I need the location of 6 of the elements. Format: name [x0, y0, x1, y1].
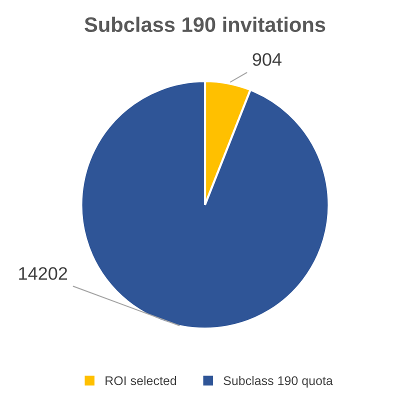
- data-label: 904: [252, 53, 282, 66]
- chart-title: Subclass 190 invitations: [84, 16, 326, 32]
- legend-label: ROI selected: [106, 376, 176, 386]
- legend-label: Subclass 190 quota: [224, 376, 333, 388]
- data-label: 14202: [19, 267, 68, 280]
- pie-slice: [80, 80, 330, 330]
